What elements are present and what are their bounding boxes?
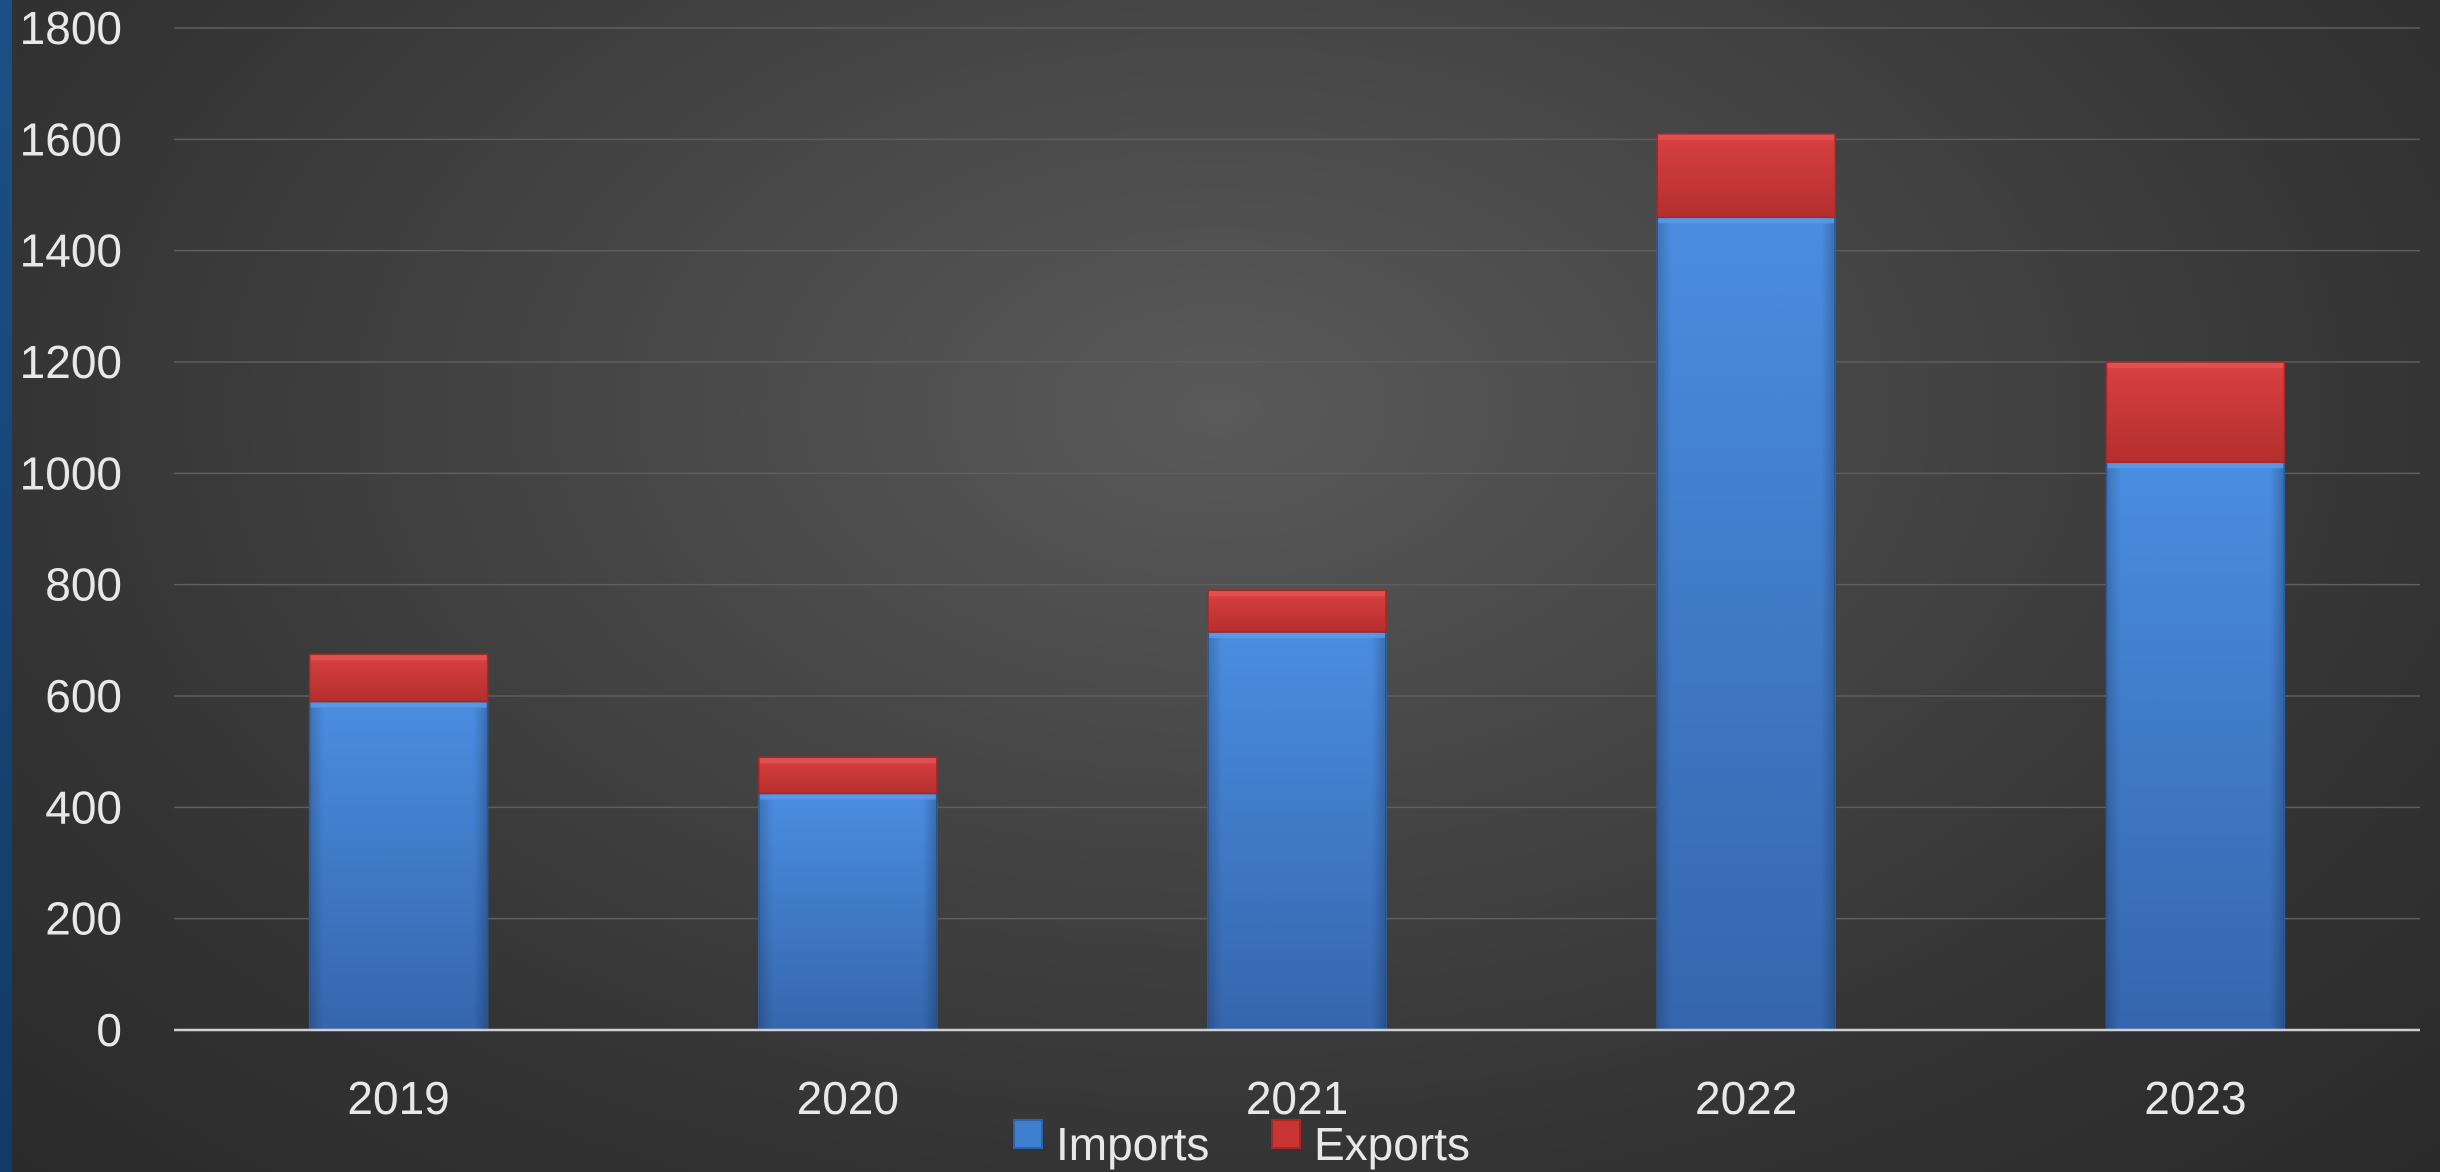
bar-bevel (759, 794, 936, 800)
left-decorative-strip (0, 0, 12, 1172)
bar-shading (758, 793, 937, 1030)
y-tick-label: 200 (45, 893, 122, 945)
bar-shading (1208, 631, 1386, 1030)
bar-bevel (310, 702, 487, 708)
y-axis-tick-labels: 0 200 400 600 800 1000 1200 1400 1600 1800 (20, 2, 122, 1056)
bar-shading (309, 701, 488, 1030)
x-tick-label: 2023 (2144, 1072, 2246, 1124)
y-tick-label: 1200 (20, 336, 122, 388)
bar-exports-2021 (1207, 589, 1387, 633)
y-tick-label: 1800 (20, 2, 122, 54)
bar-imports-2021 (1207, 631, 1387, 1031)
bar-imports-2023 (2105, 461, 2286, 1031)
x-tick-label: 2022 (1695, 1072, 1797, 1124)
bar-exports-fill (1207, 589, 1387, 633)
y-tick-label: 400 (45, 781, 122, 833)
bar-bevel (1658, 218, 1835, 224)
y-tick-label: 0 (96, 1004, 122, 1056)
legend-label-imports: Imports (1056, 1118, 1209, 1170)
bar-shading (2106, 462, 2285, 1030)
bar-bevel (1209, 591, 1385, 597)
bar-bevel (310, 655, 487, 661)
legend-swatch-imports (1013, 1119, 1043, 1149)
bar-exports-fill (758, 756, 938, 795)
bar-imports-2022 (1656, 216, 1836, 1031)
bar-exports-fill (1656, 133, 1836, 219)
bar-exports-fill (308, 653, 489, 703)
y-tick-label: 800 (45, 559, 122, 611)
bar-exports-2022 (1656, 133, 1836, 219)
bar-exports-2023 (2105, 361, 2286, 463)
y-tick-label: 1400 (20, 225, 122, 277)
bar-exports-2019 (308, 653, 489, 703)
legend: Imports Exports (1013, 1118, 1470, 1170)
bar-imports-2019 (308, 700, 489, 1031)
bar-imports-2020 (758, 792, 938, 1031)
x-tick-label: 2021 (1246, 1072, 1348, 1124)
x-axis-tick-labels: 2019 2020 2021 2022 2023 (347, 1072, 2246, 1124)
bar-bevel (759, 758, 936, 764)
x-tick-label: 2020 (797, 1072, 899, 1124)
legend-swatch-exports (1271, 1119, 1301, 1149)
bar-exports-fill (2105, 361, 2286, 463)
bar-bevel (1658, 134, 1835, 140)
bar-bevel (1209, 632, 1385, 638)
y-tick-label: 1600 (20, 113, 122, 165)
bars (308, 133, 2286, 1031)
x-tick-label: 2019 (347, 1072, 449, 1124)
y-tick-label: 600 (45, 670, 122, 722)
legend-label-exports: Exports (1314, 1118, 1470, 1170)
bar-bevel (2107, 363, 2284, 368)
bar-exports-2020 (758, 756, 938, 795)
bar-shading (1657, 217, 1836, 1030)
y-tick-label: 1000 (20, 447, 122, 499)
bar-bevel (2107, 463, 2284, 469)
